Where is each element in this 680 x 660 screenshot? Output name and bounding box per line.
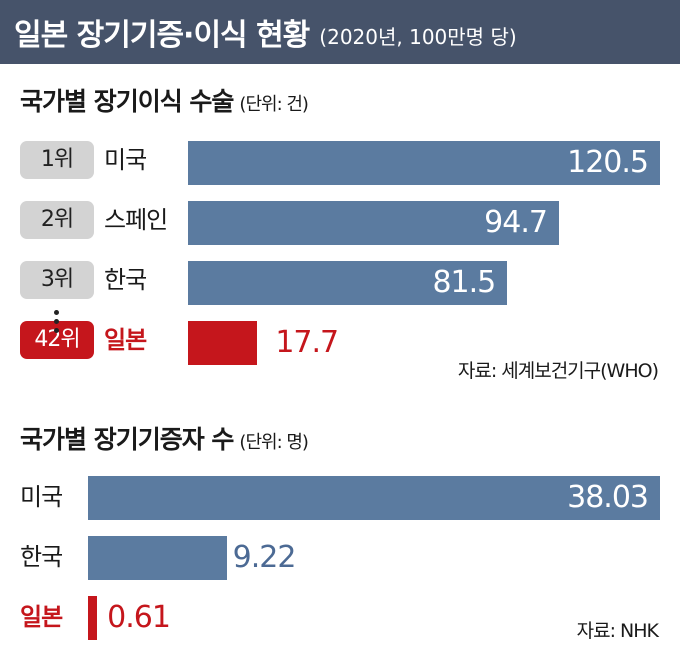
rank-ellipsis <box>52 310 60 337</box>
bar <box>188 141 660 185</box>
value-label: 38.03 <box>567 480 649 515</box>
value-label: 81.5 <box>432 265 496 300</box>
country-label: 스페인 <box>104 206 168 234</box>
country-label: 미국 <box>104 146 147 174</box>
transplant-unit: (단위: 건) <box>239 94 309 115</box>
chart-subtitle: (2020년, 100만명 당) <box>319 24 517 49</box>
donor-title: 국가별 장기기증자 수 <box>20 425 234 454</box>
value-label: 120.5 <box>567 145 649 180</box>
bar <box>188 201 559 245</box>
donor-section-title: 국가별 장기기증자 수 (단위: 명) <box>20 420 309 456</box>
value-label: 0.61 <box>107 600 171 635</box>
value-label: 17.7 <box>275 325 339 360</box>
rank-badge: 1위 <box>20 141 94 179</box>
country-label: 일본 <box>104 326 147 354</box>
bar <box>188 321 258 365</box>
donor-source: 자료: NHK <box>576 620 659 642</box>
country-label: 일본 <box>20 603 63 631</box>
chart-title: 일본 장기기증·이식 현황 <box>14 18 310 53</box>
value-label: 94.7 <box>484 205 548 240</box>
rank-badge: 3위 <box>20 261 94 299</box>
bar <box>88 596 98 640</box>
bar <box>88 476 660 520</box>
bar <box>188 261 508 305</box>
transplant-title: 국가별 장기이식 수술 <box>20 87 234 116</box>
header: 일본 장기기증·이식 현황 (2020년, 100만명 당) <box>0 0 680 64</box>
rank-badge: 2위 <box>20 201 94 239</box>
country-label: 한국 <box>20 543 63 571</box>
rank-badge: 42위 <box>20 321 94 359</box>
value-label: 9.22 <box>232 540 297 575</box>
transplant-section-title: 국가별 장기이식 수술 (단위: 건) <box>20 82 309 118</box>
donor-unit: (단위: 명) <box>239 432 309 453</box>
country-label: 한국 <box>104 266 147 294</box>
transplant-source: 자료: 세계보건기구(WHO) <box>457 360 659 382</box>
country-label: 미국 <box>20 483 63 511</box>
bar <box>88 536 227 580</box>
